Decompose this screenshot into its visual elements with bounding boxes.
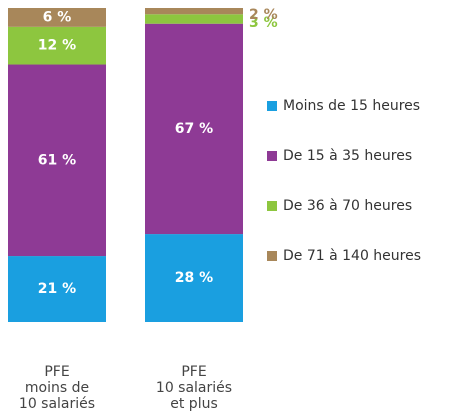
bar-segment	[145, 14, 243, 24]
legend-label: De 36 à 70 heures	[283, 198, 412, 214]
legend-swatch	[267, 101, 277, 111]
value-label: 21 %	[38, 281, 76, 297]
legend-swatch	[267, 201, 277, 211]
category-label: PFE 10 salariés et plus	[156, 364, 232, 412]
bar-segment	[145, 23, 243, 235]
category-label: PFE moins de 10 salariés	[19, 364, 95, 412]
value-label: 28 %	[175, 270, 213, 286]
value-label: 61 %	[38, 152, 76, 168]
value-label: 67 %	[175, 121, 213, 137]
legend-swatch	[267, 151, 277, 161]
bar-segment	[145, 234, 243, 322]
bar-segment	[8, 26, 106, 65]
bar-segment	[8, 256, 106, 322]
bar-segment	[145, 8, 243, 15]
legend-swatch	[267, 251, 277, 261]
value-label: 12 %	[38, 38, 76, 54]
value-label: 2 %	[249, 7, 278, 23]
legend-label: Moins de 15 heures	[283, 98, 420, 114]
legend-label: De 15 à 35 heures	[283, 148, 412, 164]
value-label: 6 %	[43, 9, 72, 25]
bar-segment	[8, 64, 106, 257]
value-label: 3 %	[249, 15, 278, 31]
legend-label: De 71 à 140 heures	[283, 248, 421, 264]
bar-segment	[8, 8, 106, 27]
